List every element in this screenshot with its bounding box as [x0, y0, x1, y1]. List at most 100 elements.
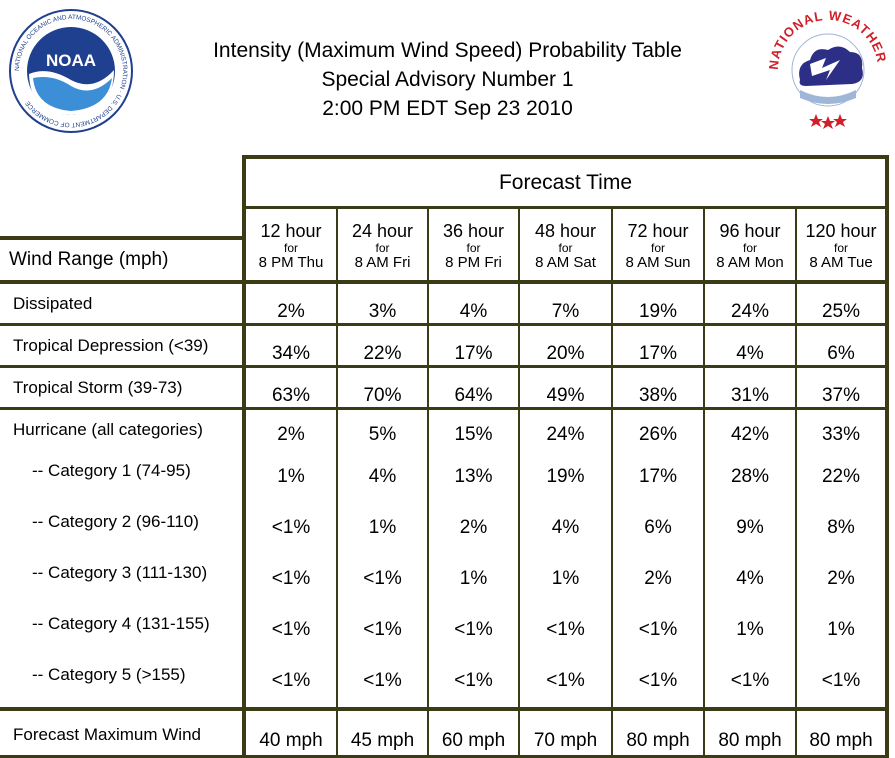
table-cell: 1% — [551, 568, 580, 589]
table-row-max-wind: Forecast Maximum Wind 40 mph 45 mph 60 m… — [0, 711, 889, 755]
table-cell: 1% — [827, 619, 855, 640]
row-label: Tropical Storm (39-73) — [13, 378, 183, 397]
table-cell: 37% — [821, 385, 861, 406]
table-cell: <1% — [363, 568, 402, 589]
table-row-category-4: -- Category 4 (131-155) <1% <1% <1% <1% … — [0, 605, 889, 656]
table-cell: 4% — [551, 517, 580, 538]
row-label: Hurricane (all categories) — [13, 420, 203, 439]
noaa-logo-text: NOAA — [46, 51, 96, 70]
table-cell: 1% — [368, 517, 397, 538]
column-header-72h: 72 hour for 8 AM Sun — [625, 221, 691, 271]
row-label: -- Category 3 (111-130) — [32, 563, 208, 582]
forecast-time-header: Forecast Time — [498, 170, 633, 194]
table-cell: 70% — [363, 385, 402, 406]
table-cell: 25% — [821, 301, 861, 322]
table-cell: <1% — [546, 670, 585, 691]
table-cell: 60 mph — [441, 730, 506, 751]
table-cell: 4% — [736, 343, 764, 364]
table-cell: <1% — [454, 670, 493, 691]
row-label: -- Category 4 (131-155) — [32, 614, 210, 633]
table-cell: 7% — [551, 301, 580, 322]
table-cell: 40 mph — [259, 730, 323, 751]
table-row-category-1: -- Category 1 (74-95) 1% 4% 13% 19% 17% … — [0, 452, 889, 503]
table-cell: 28% — [730, 466, 770, 487]
column-header-36h: 36 hour for 8 PM Fri — [442, 221, 505, 271]
table-cell: 63% — [271, 385, 311, 406]
table-cell: 34% — [271, 343, 311, 364]
table-cell: 8% — [827, 517, 855, 538]
table-cell: <1% — [271, 568, 311, 589]
table-cell: <1% — [638, 619, 678, 640]
table-row-category-2: -- Category 2 (96-110) <1% 1% 2% 4% 6% 9… — [0, 503, 889, 554]
table-cell: 42% — [730, 424, 770, 445]
table-cell: <1% — [454, 619, 493, 640]
table-cell: 19% — [546, 466, 585, 487]
table-row-tropical-storm: Tropical Storm (39-73) 63% 70% 64% 49% 3… — [0, 368, 889, 407]
table-cell: 20% — [546, 343, 585, 364]
table-cell: 2% — [459, 517, 488, 538]
table-cell: 5% — [368, 424, 397, 445]
table-cell: 64% — [454, 385, 493, 406]
title-line-3: 2:00 PM EDT Sep 23 2010 — [322, 97, 573, 120]
table-cell: 26% — [638, 424, 678, 445]
table-cell: 2% — [277, 301, 305, 322]
table-cell: 9% — [736, 517, 764, 538]
column-header-24h: 24 hour for 8 AM Fri — [351, 221, 414, 271]
row-label: -- Category 2 (96-110) — [32, 512, 199, 531]
table-row-category-5: -- Category 5 (>155) <1% <1% <1% <1% <1%… — [0, 656, 889, 707]
row-label: Dissipated — [13, 294, 93, 313]
table-cell: <1% — [821, 670, 861, 691]
wind-range-header: Wind Range (mph) — [9, 249, 169, 270]
table-cell: 6% — [827, 343, 855, 364]
table-cell: 2% — [644, 568, 672, 589]
table-cell: 3% — [368, 301, 397, 322]
table-row-category-3: -- Category 3 (111-130) <1% <1% 1% 1% 2%… — [0, 554, 889, 605]
table-cell: <1% — [363, 619, 402, 640]
page-title: Intensity (Maximum Wind Speed) Probabili… — [150, 36, 745, 123]
table-cell: 49% — [546, 385, 585, 406]
table-cell: <1% — [271, 670, 311, 691]
row-label: -- Category 1 (74-95) — [32, 461, 191, 480]
table-cell: 31% — [730, 385, 770, 406]
table-cell: 80 mph — [718, 730, 782, 751]
table-cell: 17% — [638, 343, 678, 364]
table-cell: 1% — [459, 568, 488, 589]
table-cell: 24% — [546, 424, 585, 445]
probability-table: Forecast Time 12 hour for 8 PM Thu 24 hour… — [0, 155, 889, 758]
table-cell: 13% — [454, 466, 493, 487]
table-cell: 4% — [459, 301, 488, 322]
row-label: -- Category 5 (>155) — [32, 665, 186, 684]
table-cell: 24% — [730, 301, 770, 322]
table-cell: <1% — [638, 670, 678, 691]
row-label: Tropical Depression (<39) — [13, 336, 209, 355]
title-line-2: Special Advisory Number 1 — [321, 68, 574, 91]
row-label: Forecast Maximum Wind — [13, 725, 201, 744]
noaa-logo: NOAA NATIONAL OCEANIC AND ATMOSPHERIC AD… — [9, 9, 133, 133]
table-row-hurricane: Hurricane (all categories) 2% 5% 15% 24%… — [0, 410, 889, 452]
table-cell: <1% — [363, 670, 402, 691]
table-cell: 80 mph — [626, 730, 690, 751]
table-cell: <1% — [730, 670, 770, 691]
table-row-tropical-depression: Tropical Depression (<39) 34% 22% 17% 20… — [0, 326, 889, 365]
table-cell: 1% — [277, 466, 305, 487]
table-cell: 4% — [736, 568, 764, 589]
table-cell: 38% — [638, 385, 678, 406]
table-cell: 1% — [736, 619, 764, 640]
table-cell: <1% — [271, 517, 311, 538]
table-cell: 80 mph — [809, 730, 873, 751]
table-cell: 4% — [368, 466, 397, 487]
column-header-96h: 96 hour for 8 AM Mon — [716, 221, 784, 271]
table-cell: 15% — [454, 424, 493, 445]
column-header-120h: 120 hour for 8 AM Tue — [805, 221, 877, 271]
title-line-1: Intensity (Maximum Wind Speed) Probabili… — [213, 39, 682, 62]
table-cell: 70 mph — [533, 730, 598, 751]
table-cell: 17% — [638, 466, 678, 487]
table-cell: 22% — [821, 466, 861, 487]
table-cell: <1% — [546, 619, 585, 640]
nws-logo: NATIONAL WEATHER SERVICE — [766, 6, 889, 129]
table-cell: 45 mph — [350, 730, 415, 751]
table-cell: 33% — [821, 424, 861, 445]
column-header-48h: 48 hour for 8 AM Sat — [534, 221, 597, 271]
column-header-12h: 12 hour for 8 PM Thu — [258, 221, 324, 271]
table-cell: 22% — [363, 343, 402, 364]
